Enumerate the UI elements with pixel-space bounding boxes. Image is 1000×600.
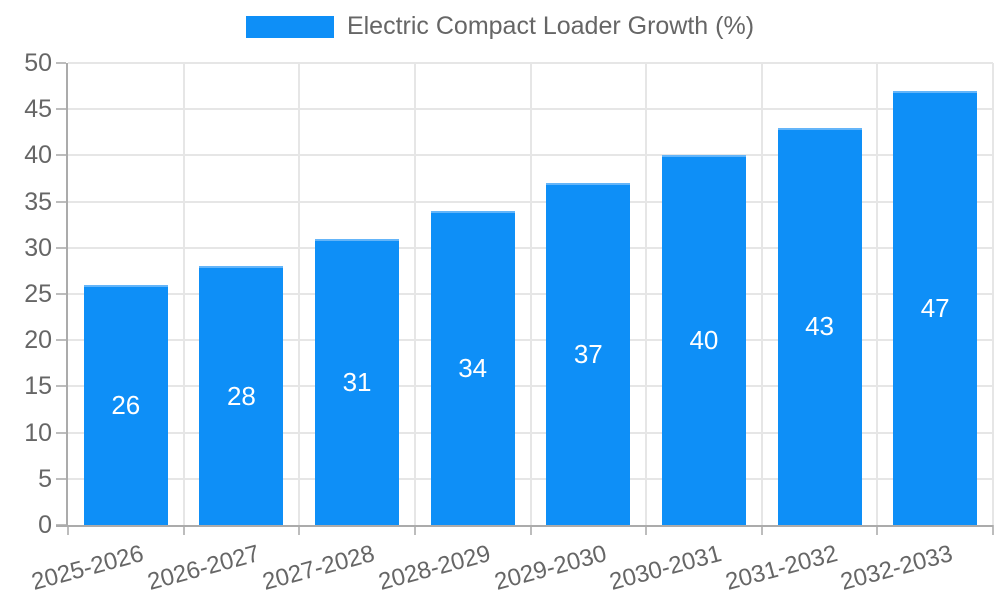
x-axis-tick	[182, 525, 185, 535]
y-tick-label: 50	[24, 49, 52, 77]
x-axis-tick	[529, 525, 532, 535]
x-tick-label: 2025-2026	[28, 540, 147, 596]
x-tick-label: 2030-2031	[606, 540, 725, 596]
bar-value-label: 28	[226, 380, 256, 411]
x-gridline	[760, 63, 763, 525]
x-tick-label: 2026-2027	[144, 540, 263, 596]
bar[interactable]	[546, 183, 631, 525]
x-axis-tick	[760, 525, 763, 535]
x-axis-line	[56, 525, 993, 527]
chart-legend[interactable]: Electric Compact Loader Growth (%)	[0, 12, 1000, 41]
bar-value-label: 37	[573, 339, 603, 370]
x-gridline	[876, 63, 879, 525]
y-axis-tick	[56, 339, 66, 342]
x-tick-label: 2032-2033	[838, 540, 956, 596]
x-axis-tick	[413, 525, 416, 535]
x-axis-tick	[298, 525, 301, 535]
x-axis-tick	[67, 525, 69, 535]
bar[interactable]	[893, 90, 978, 525]
y-tick-label: 5	[38, 464, 52, 493]
y-axis-tick	[56, 154, 66, 157]
legend-swatch	[245, 15, 334, 38]
y-axis-tick	[56, 431, 66, 434]
x-gridline	[182, 63, 185, 525]
bar-value-label: 34	[458, 352, 488, 383]
y-axis-tick	[56, 246, 66, 249]
y-tick-label: 35	[24, 187, 52, 216]
y-tick-label: 25	[24, 280, 52, 308]
y-tick-label: 40	[24, 141, 52, 170]
y-axis-tick	[56, 477, 66, 480]
x-axis-tick	[645, 525, 648, 535]
y-tick-label: 20	[24, 326, 52, 355]
bar[interactable]	[777, 127, 862, 525]
y-tick-label: 10	[24, 418, 52, 447]
y-tick-label: 45	[24, 95, 52, 124]
x-axis-tick	[992, 525, 994, 535]
legend-label: Electric Compact Loader Growth (%)	[346, 12, 755, 40]
x-axis-tick	[876, 525, 879, 535]
x-tick-label: 2027-2028	[259, 540, 378, 596]
x-gridline	[413, 63, 416, 525]
bar[interactable]	[430, 210, 515, 525]
bar-value-label: 43	[805, 311, 835, 342]
x-gridline	[992, 63, 994, 525]
bar-value-label: 31	[342, 366, 372, 397]
bar[interactable]	[83, 284, 168, 525]
y-axis-tick	[56, 62, 66, 64]
bar[interactable]	[315, 238, 400, 525]
bar[interactable]	[661, 155, 746, 525]
y-axis-tick	[56, 108, 66, 111]
x-gridline	[645, 63, 648, 525]
x-gridline	[298, 63, 301, 525]
x-gridline	[529, 63, 532, 525]
y-axis-tick	[56, 200, 66, 203]
x-tick-label: 2029-2030	[491, 540, 610, 596]
bar-value-label: 40	[689, 325, 719, 356]
y-tick-label: 30	[24, 233, 52, 262]
y-axis-tick	[56, 293, 66, 295]
x-tick-label: 2028-2029	[375, 540, 494, 596]
bar-value-label: 26	[111, 389, 141, 420]
bar[interactable]	[199, 266, 284, 525]
y-tick-label: 0	[38, 511, 52, 539]
y-tick-label: 15	[24, 372, 52, 401]
y-axis-tick	[56, 385, 66, 388]
x-tick-label: 2031-2032	[722, 540, 841, 596]
bar-value-label: 47	[920, 292, 950, 323]
y-axis-line	[66, 63, 68, 527]
